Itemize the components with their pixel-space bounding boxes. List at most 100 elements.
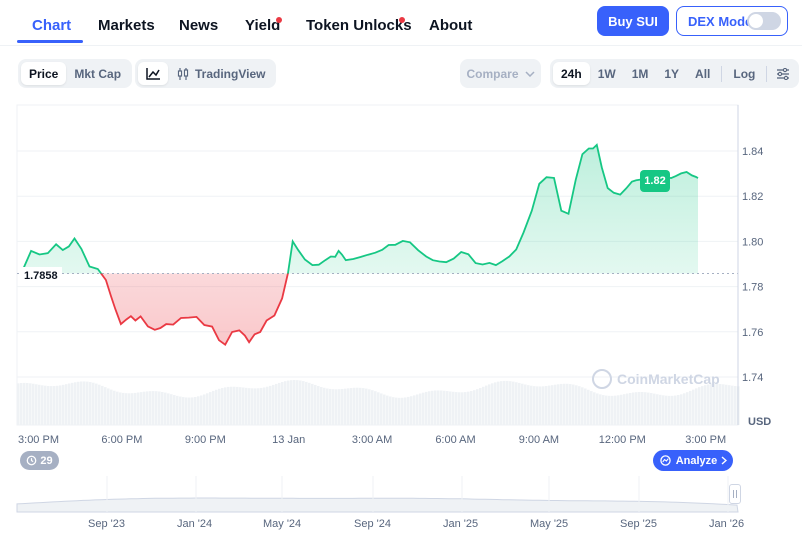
volume-bar [413, 395, 416, 425]
volume-bar [581, 387, 584, 425]
volume-bar [242, 387, 245, 425]
volume-bar [689, 390, 692, 425]
volume-bar [584, 388, 587, 425]
volume-bar [644, 392, 647, 425]
range-slider-handle[interactable] [729, 484, 741, 504]
y-axis-unit: USD [748, 416, 772, 428]
y-tick-label: 1.78 [742, 282, 763, 294]
volume-bar [161, 391, 164, 425]
tab-yield[interactable]: Yield [245, 17, 281, 34]
range-slider-minichart [16, 497, 739, 513]
volume-bar [539, 386, 542, 425]
compare-dropdown[interactable]: Compare [460, 59, 541, 88]
current-price-label: 1.82 [640, 170, 670, 192]
volume-bar [260, 387, 263, 425]
range-24h[interactable]: 24h [553, 62, 590, 85]
tradingview-button[interactable]: TradingView [168, 62, 273, 85]
volume-bar [407, 396, 410, 425]
history-button[interactable]: 29 [20, 451, 59, 470]
toggle-switch[interactable] [747, 12, 781, 30]
sliders-icon [777, 67, 790, 80]
volume-bar [542, 386, 545, 425]
volume-bar [659, 394, 662, 425]
volume-bar [590, 391, 593, 425]
volume-bar [713, 383, 716, 425]
volume-bar [32, 383, 35, 425]
volume-bar [461, 392, 464, 425]
x-tick-label: 9:00 AM [519, 434, 559, 446]
volume-bar [518, 382, 521, 425]
range-all[interactable]: All [695, 66, 711, 81]
volume-bar [662, 395, 665, 425]
volume-bar [59, 385, 62, 425]
area-fill-below-reference [23, 273, 698, 345]
volume-bar [41, 385, 44, 425]
dex-mode-toggle[interactable]: DEX Mode [676, 6, 788, 36]
volume-bar [560, 383, 563, 425]
volume-bar [248, 388, 251, 425]
volume-bar [554, 384, 557, 425]
volume-bar [305, 381, 308, 425]
volume-bar [617, 395, 620, 425]
line-chart-button[interactable] [138, 62, 168, 85]
tab-news[interactable]: News [179, 17, 219, 34]
chart-type-switch: TradingView [135, 59, 277, 88]
volume-bar [158, 391, 161, 425]
volume-bar [482, 386, 485, 425]
x-tick-label: 9:00 PM [185, 434, 226, 446]
volume-bar [401, 397, 404, 425]
tab-token-unlocks[interactable]: Token Unlocks [306, 17, 412, 34]
range-1w[interactable]: 1W [597, 66, 616, 81]
volume-bar [491, 383, 494, 425]
volume-bar [686, 392, 689, 425]
volume-bar [347, 388, 350, 425]
volume-bar [326, 388, 329, 425]
tab-about[interactable]: About [429, 17, 473, 34]
volume-bar [350, 388, 353, 425]
volume-bar [593, 392, 596, 425]
volume-bar [632, 392, 635, 425]
volume-bar [674, 395, 677, 425]
volume-bar [230, 386, 233, 425]
range-label: Jan '26 [709, 518, 745, 530]
volume-bar [290, 380, 293, 425]
settings-button[interactable] [770, 62, 796, 85]
volume-bar [77, 381, 80, 425]
log-scale-button[interactable]: Log [733, 66, 756, 81]
volume-bar [380, 393, 383, 425]
volume-bar [524, 384, 527, 425]
volume-bar [695, 388, 698, 425]
price-tab[interactable]: Price [21, 62, 67, 85]
volume-bar [239, 387, 242, 425]
volume-bar [215, 389, 218, 425]
volume-bar [428, 391, 431, 425]
volume-bar [131, 393, 134, 425]
yield-new-dot [276, 17, 282, 23]
tab-markets[interactable]: Markets [98, 17, 155, 34]
mkt-cap-tab[interactable]: Mkt Cap [74, 66, 122, 81]
volume-bar [572, 384, 575, 425]
volume-bar [200, 395, 203, 425]
range-1m[interactable]: 1M [631, 66, 649, 81]
volume-bar [338, 389, 341, 425]
volume-bar [533, 386, 536, 425]
volume-bar [680, 394, 683, 425]
volume-bar [308, 382, 311, 425]
volume-bar [731, 385, 734, 425]
volume-bar [62, 384, 65, 425]
volume-bar [500, 381, 503, 425]
volume-bar [365, 388, 368, 425]
price-chart[interactable]: 1.84 1.82 1.80 1.78 1.76 1.74 3:00 PM 6:00 PM 9… [0, 100, 802, 540]
volume-bar [443, 390, 446, 425]
range-1y[interactable]: 1Y [664, 66, 680, 81]
volume-bar [431, 390, 434, 425]
analyze-button[interactable]: Analyze [653, 450, 733, 471]
volume-bar [269, 385, 272, 425]
volume-bar [227, 386, 230, 425]
y-tick-label: 1.76 [742, 327, 763, 339]
volume-bar [557, 384, 560, 425]
buy-sui-button[interactable]: Buy SUI [597, 6, 669, 36]
history-count: 29 [40, 454, 53, 467]
volume-bar [728, 385, 731, 425]
tab-chart[interactable]: Chart [32, 17, 72, 34]
